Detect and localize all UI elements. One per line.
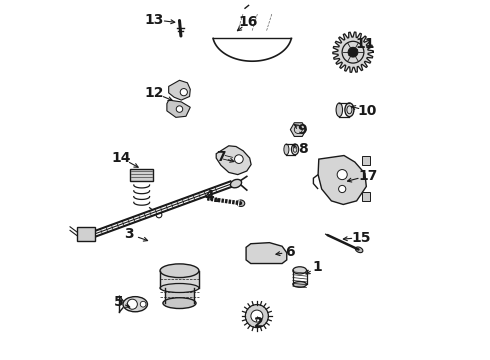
Text: 3: 3 xyxy=(124,227,134,241)
Polygon shape xyxy=(216,146,251,175)
Bar xyxy=(362,156,370,165)
Bar xyxy=(77,227,95,241)
Circle shape xyxy=(140,301,146,307)
Ellipse shape xyxy=(160,284,199,293)
Ellipse shape xyxy=(123,297,147,312)
Circle shape xyxy=(339,185,346,193)
Text: 8: 8 xyxy=(298,143,308,156)
Circle shape xyxy=(235,155,243,163)
Circle shape xyxy=(180,89,187,96)
Circle shape xyxy=(251,310,263,322)
Polygon shape xyxy=(318,156,367,204)
Text: 14: 14 xyxy=(111,151,130,165)
Circle shape xyxy=(337,170,347,180)
Text: 11: 11 xyxy=(356,37,375,51)
Circle shape xyxy=(245,305,269,328)
Ellipse shape xyxy=(293,267,307,274)
Text: 4: 4 xyxy=(204,189,214,203)
Ellipse shape xyxy=(284,144,289,155)
Ellipse shape xyxy=(345,103,354,117)
Polygon shape xyxy=(333,32,373,72)
Circle shape xyxy=(348,48,358,57)
Text: 6: 6 xyxy=(285,245,295,259)
Ellipse shape xyxy=(355,247,363,253)
Ellipse shape xyxy=(163,298,196,309)
Circle shape xyxy=(176,106,183,112)
Circle shape xyxy=(127,299,137,309)
Ellipse shape xyxy=(293,282,307,287)
Text: 13: 13 xyxy=(145,13,164,27)
Text: 9: 9 xyxy=(297,123,307,136)
Polygon shape xyxy=(167,100,190,117)
Text: 15: 15 xyxy=(351,231,370,244)
Text: 17: 17 xyxy=(358,169,378,183)
Text: 5: 5 xyxy=(113,295,123,309)
Ellipse shape xyxy=(292,144,298,155)
Ellipse shape xyxy=(336,103,343,117)
Polygon shape xyxy=(169,80,190,100)
Bar xyxy=(362,192,370,201)
Text: 2: 2 xyxy=(254,316,264,330)
Ellipse shape xyxy=(160,264,199,278)
Ellipse shape xyxy=(230,179,242,188)
Polygon shape xyxy=(246,243,287,264)
Text: 7: 7 xyxy=(216,150,225,164)
Polygon shape xyxy=(291,123,306,136)
Bar xyxy=(130,169,153,181)
Text: 1: 1 xyxy=(312,260,322,274)
Text: 12: 12 xyxy=(145,86,164,100)
Text: 16: 16 xyxy=(239,15,258,29)
Text: 10: 10 xyxy=(358,104,377,118)
Ellipse shape xyxy=(237,200,245,207)
